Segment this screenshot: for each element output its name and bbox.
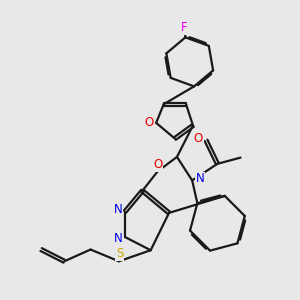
Text: O: O [144,116,153,129]
Text: O: O [194,132,203,145]
Text: N: N [195,172,204,185]
Text: N: N [114,203,123,216]
Text: N: N [114,232,123,245]
Text: F: F [180,21,187,34]
Text: S: S [116,247,123,260]
Text: O: O [153,158,162,171]
